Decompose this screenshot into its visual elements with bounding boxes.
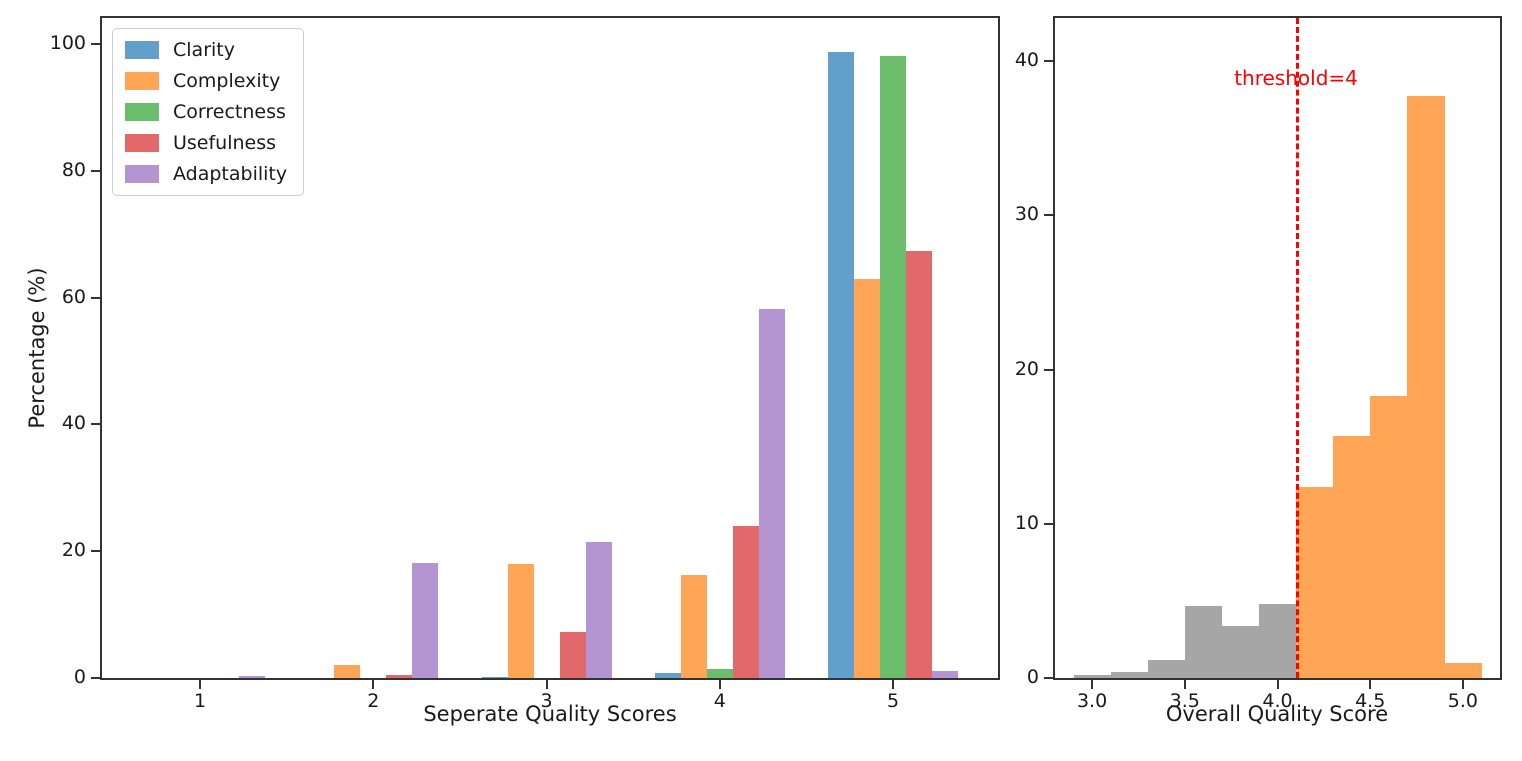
y-tick-mark: [1044, 368, 1053, 371]
y-tick-label: 0: [73, 666, 86, 688]
y-tick-mark: [1044, 522, 1053, 525]
hist-bar-below-threshold: [1147, 659, 1186, 678]
bar-clarity-score3: [481, 676, 508, 678]
x-tick-mark: [199, 680, 201, 689]
hist-bar-above-threshold: [1333, 435, 1371, 678]
bar-correctness-score4: [706, 668, 733, 678]
x-tick-label: 3: [540, 690, 553, 712]
bar-usefulness-score3: [559, 631, 586, 678]
bar-adaptability-score3: [585, 541, 612, 678]
y-tick-label: 80: [61, 158, 86, 181]
y-tick-label: 40: [61, 412, 86, 435]
x-tick-mark: [718, 680, 721, 689]
bar-correctness-score5: [880, 56, 906, 678]
bar-complexity-score2: [334, 664, 361, 678]
y-tick-label: 40: [1014, 49, 1039, 71]
legend-item-clarity: Clarity: [125, 39, 287, 61]
y-tick-mark: [91, 550, 100, 553]
bar-usefulness-score5: [906, 250, 932, 678]
left-bar-chart: Clarity Complexity Correctness Usefulness Ad…: [50, 16, 1000, 712]
x-tick-mark: [892, 680, 894, 689]
bar-adaptability-score5: [932, 671, 958, 678]
x-tick-label: 3.0: [1076, 690, 1108, 712]
y-tick-label: 20: [61, 539, 86, 562]
x-tick-mark: [1369, 680, 1372, 689]
x-tick-label: 5.0: [1447, 690, 1479, 712]
x-tick-label: 4: [713, 690, 726, 712]
legend-item-complexity: Complexity: [125, 70, 287, 92]
y-tick-mark: [1044, 214, 1053, 217]
bar-clarity-score4: [654, 672, 681, 678]
usefulness-color-swatch: [125, 134, 159, 152]
bar-usefulness-score2: [386, 674, 413, 678]
bar-adaptability-score1: [239, 676, 265, 678]
y-tick-mark: [1044, 60, 1053, 62]
hist-bar-below-threshold: [1221, 625, 1260, 678]
bar-adaptability-score4: [758, 309, 785, 678]
hist-bar-above-threshold: [1407, 96, 1445, 678]
x-tick-mark: [372, 680, 375, 689]
y-tick-mark: [91, 43, 100, 45]
x-tick-label: 4.5: [1355, 690, 1386, 712]
x-tick-mark: [1276, 680, 1279, 689]
bar-complexity-score4: [680, 574, 707, 678]
threshold-line: [1296, 18, 1300, 678]
x-tick-mark: [1183, 680, 1186, 689]
adaptability-color-swatch: [125, 165, 159, 183]
bar-complexity-score5: [854, 278, 880, 678]
bar-clarity-score5: [828, 51, 854, 678]
hist-bar-below-threshold: [1073, 674, 1112, 678]
legend-label: Adaptability: [173, 163, 288, 185]
hist-bar-below-threshold: [1184, 605, 1223, 678]
y-tick-mark: [1044, 677, 1053, 679]
threshold-label: threshold=4: [1234, 66, 1358, 90]
legend-item-correctness: Correctness: [125, 101, 287, 123]
y-tick-mark: [91, 169, 100, 172]
x-tick-label: 5: [886, 690, 900, 712]
x-tick-label: 3.5: [1169, 690, 1200, 712]
right-histogram: threshold=4 3.0 3.5 4.0 4.5 5.0 0 10 20 30 40: [1015, 16, 1502, 712]
hist-bar-below-threshold: [1258, 603, 1297, 678]
left-y-axis-label: Percentage (%): [25, 267, 49, 429]
hist-bar-above-threshold: [1370, 395, 1408, 678]
y-tick-label: 20: [1014, 357, 1039, 380]
legend-item-usefulness: Usefulness: [125, 132, 287, 154]
bar-complexity-score3: [507, 563, 534, 678]
x-tick-mark: [1091, 680, 1094, 689]
x-tick-label: 1: [193, 690, 207, 712]
bar-usefulness-score4: [732, 526, 759, 678]
y-tick-mark: [91, 296, 100, 299]
hist-bar-above-threshold: [1296, 486, 1334, 678]
legend-label: Clarity: [173, 39, 235, 61]
x-tick-label: 2: [367, 690, 380, 712]
legend-label: Correctness: [173, 101, 286, 123]
hist-bar-above-threshold: [1444, 662, 1482, 678]
legend: Clarity Complexity Correctness Usefulness Ad…: [112, 28, 305, 196]
y-tick-label: 100: [49, 32, 86, 54]
x-tick-label: 4.0: [1262, 690, 1293, 712]
complexity-color-swatch: [125, 72, 159, 90]
left-x-axis-label: Seperate Quality Scores: [423, 702, 677, 726]
hist-bar-below-threshold: [1110, 671, 1149, 678]
y-tick-label: 10: [1014, 511, 1039, 534]
legend-label: Complexity: [173, 70, 281, 92]
legend-item-adaptability: Adaptability: [125, 163, 287, 185]
y-tick-mark: [91, 423, 100, 426]
x-tick-mark: [545, 680, 548, 689]
x-tick-mark: [1461, 680, 1464, 689]
right-x-axis-label: Overall Quality Score: [1165, 702, 1389, 726]
clarity-color-swatch: [125, 41, 159, 59]
y-tick-label: 0: [1026, 666, 1039, 688]
y-tick-label: 30: [1014, 203, 1039, 226]
legend-label: Usefulness: [173, 132, 277, 154]
y-tick-label: 60: [61, 285, 86, 308]
correctness-color-swatch: [125, 103, 159, 121]
y-tick-mark: [91, 677, 100, 679]
bar-adaptability-score2: [412, 562, 439, 678]
